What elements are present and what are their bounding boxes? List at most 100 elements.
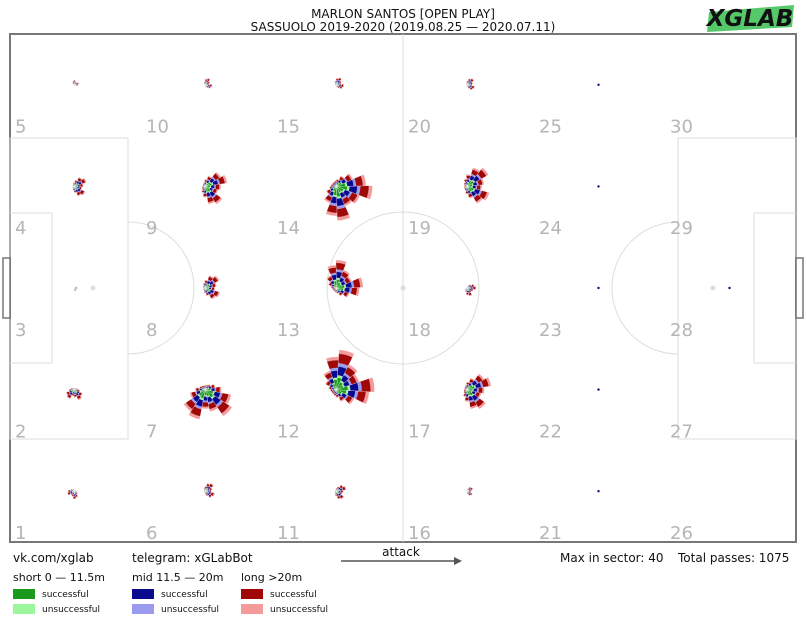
pass-rose-18 (464, 283, 477, 297)
legend-swatch (13, 589, 35, 599)
zone-label-6: 6 (146, 523, 157, 544)
legend-group-title: short 0 — 11.5m (13, 571, 105, 584)
zone-label-12: 12 (277, 421, 300, 442)
zone-16: 16 (408, 486, 474, 544)
pass-rose-21 (597, 490, 600, 493)
pass-rose-9 (201, 171, 228, 205)
logo-text: XGLAB (705, 6, 794, 32)
pass-rose-16 (466, 486, 474, 496)
zone-20: 20 (408, 78, 476, 138)
pass-wedge-short-successful (73, 491, 75, 493)
telegram-text: telegram: xGLabBot (132, 551, 253, 565)
legend-item-label: successful (270, 590, 317, 600)
zone-2: 2 (15, 387, 83, 442)
legend-item-label: successful (42, 590, 89, 600)
zone-11: 11 (277, 484, 347, 544)
pass-rose-24 (597, 185, 600, 188)
zone-label-13: 13 (277, 320, 300, 341)
vk-link-text: vk.com/xglab (13, 551, 94, 565)
logo-background (707, 5, 794, 32)
pass-wedge-short-successful (336, 186, 344, 192)
pass-rose-dot-22 (597, 388, 600, 391)
pass-rose-20 (465, 78, 476, 91)
zone-label-16: 16 (408, 523, 431, 544)
zone-9: 9 (146, 171, 228, 239)
legend-group-title: mid 11.5 — 20m (132, 571, 223, 584)
zone-26: 26 (670, 523, 693, 544)
left-penalty-spot (90, 285, 96, 291)
pass-wedge-short-successful (74, 83, 76, 85)
pass-rose-14 (323, 173, 373, 221)
zone-24: 24 (539, 185, 600, 239)
legend-swatch (241, 589, 263, 599)
zone-22: 22 (539, 388, 600, 442)
pass-wedge-short-successful (205, 83, 207, 85)
pass-rose-dot-24 (597, 185, 600, 188)
zone-label-14: 14 (277, 218, 300, 239)
pass-wedge-short-successful (336, 282, 341, 289)
zone-19: 19 (408, 167, 490, 239)
pass-wedge-short-successful (467, 83, 470, 85)
zones-layer: 1234567891011121314151617181920212223242… (15, 77, 731, 544)
pass-wedge-short-successful (467, 287, 470, 290)
pass-rose-3 (73, 286, 78, 292)
zone-25: 25 (539, 83, 600, 138)
zone-23: 23 (539, 286, 600, 341)
pass-rose-13 (326, 259, 364, 298)
zone-label-18: 18 (408, 320, 431, 341)
legend-group-title: long >20m (241, 571, 302, 584)
pass-rose-10 (203, 77, 213, 89)
zone-label-15: 15 (277, 117, 300, 138)
pass-rose-25 (597, 83, 600, 87)
xglab-logo: XGLAB (705, 5, 794, 32)
pass-rose-22 (597, 388, 600, 391)
zone-8: 8 (146, 275, 221, 341)
pass-wedge-short-successful (336, 83, 339, 85)
zone-label-30: 30 (670, 117, 693, 138)
legend-swatch (13, 604, 35, 614)
pass-rose-dot-21 (597, 490, 600, 493)
zone-label-29: 29 (670, 218, 693, 239)
pass-wedge-short-successful (205, 489, 208, 492)
pass-rose-1 (66, 488, 79, 500)
left-penalty-arc (127, 221, 195, 355)
pass-rose-15 (334, 77, 345, 90)
zone-label-10: 10 (146, 117, 169, 138)
zone-label-1: 1 (15, 523, 26, 544)
right-penalty-spot (710, 285, 716, 291)
zone-21: 21 (539, 490, 600, 544)
pass-rose-dot-28 (728, 286, 731, 290)
pass-wedge-short-successful (336, 381, 343, 390)
pass-wedge-short-successful (74, 389, 76, 393)
legend-group-2: mid 11.5 — 20m successful unsuccessful (132, 571, 223, 615)
pass-rose-12 (323, 349, 375, 405)
right-goal (795, 257, 804, 319)
zone-label-7: 7 (146, 421, 157, 442)
zone-label-17: 17 (408, 421, 431, 442)
zone-label-4: 4 (15, 218, 26, 239)
zone-3: 3 (15, 286, 78, 341)
pass-wedge-short-successful (467, 183, 473, 187)
pass-rose-17 (462, 373, 492, 410)
legend-item-label: unsuccessful (42, 605, 100, 615)
zone-label-2: 2 (15, 421, 26, 442)
pass-rose-7 (183, 383, 233, 420)
pass-wedge-short-successful (467, 388, 473, 391)
legend-swatch (132, 589, 154, 599)
left-goal (2, 257, 11, 319)
zone-label-25: 25 (539, 117, 562, 138)
zone-label-8: 8 (146, 320, 157, 341)
zone-10: 10 (146, 77, 213, 138)
zone-28: 28 (670, 286, 731, 341)
zone-label-5: 5 (15, 117, 26, 138)
legend-swatch (132, 604, 154, 614)
pass-rose-6 (203, 482, 215, 499)
attack-label: attack (382, 545, 420, 559)
pass-rose-11 (334, 484, 347, 500)
pass-wedge-short-successful (205, 286, 209, 289)
pass-rose-2 (65, 387, 83, 401)
pass-rose-5 (72, 79, 80, 87)
pitch (2, 33, 804, 543)
pass-wedge-short-successful (205, 185, 211, 188)
